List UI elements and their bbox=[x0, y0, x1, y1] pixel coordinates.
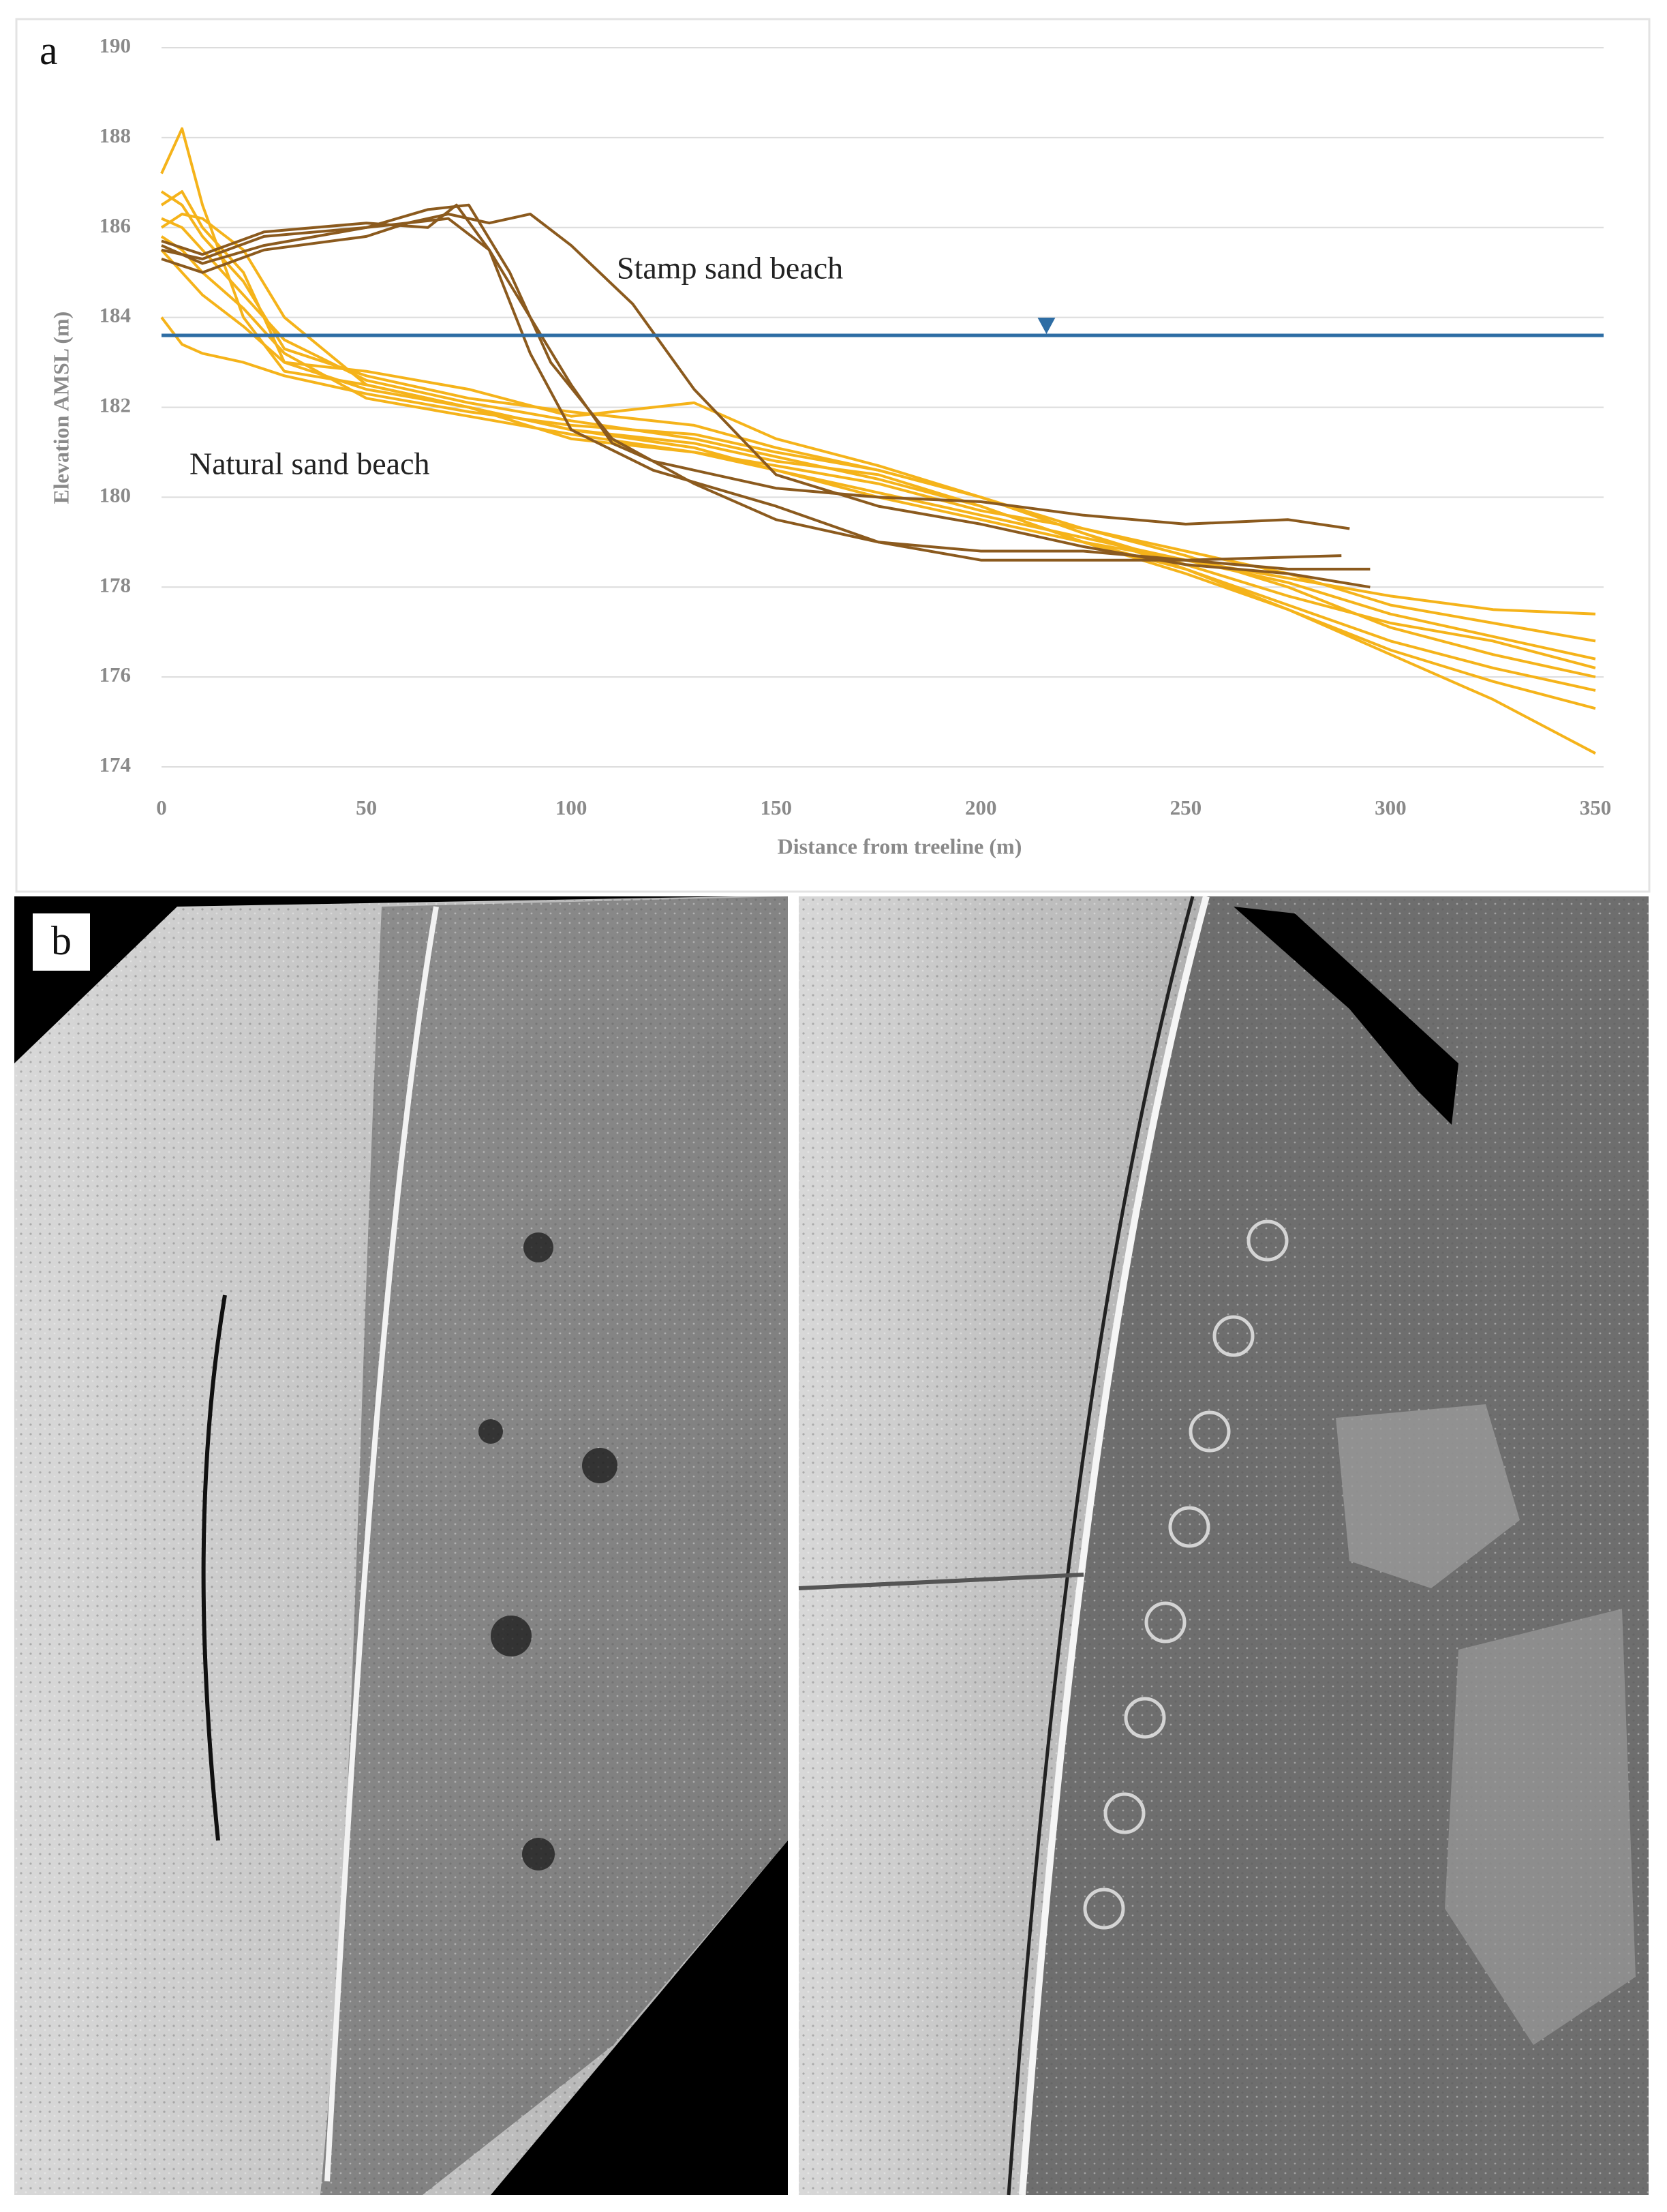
annotation: Stamp sand beach bbox=[617, 251, 843, 286]
x-tick-label: 250 bbox=[1170, 796, 1202, 819]
panel-label: a bbox=[40, 28, 58, 73]
profile-line bbox=[161, 203, 1342, 562]
y-tick-label: 190 bbox=[100, 33, 132, 57]
x-tick-label: 0 bbox=[156, 796, 167, 819]
profile-line bbox=[160, 249, 1596, 661]
x-axis-title: Distance from treeline (m) bbox=[778, 834, 1022, 858]
profile-line bbox=[160, 213, 1596, 616]
y-tick-label: 184 bbox=[100, 303, 132, 327]
y-axis-title: Elevation AMSL (m) bbox=[48, 312, 73, 504]
x-tick-label: 300 bbox=[1375, 796, 1407, 819]
x-tick-label: 150 bbox=[760, 796, 792, 819]
water-level-marker bbox=[1037, 318, 1056, 334]
x-tick-label: 350 bbox=[1580, 796, 1612, 819]
plot: 174 176 178 180 182 184 186 188 190 0 50 100 150 200 2… bbox=[100, 33, 1612, 819]
panel-label: b bbox=[51, 918, 72, 963]
y-tick-label: 180 bbox=[100, 483, 132, 506]
x-tick-label: 50 bbox=[356, 796, 377, 819]
y-tick-label: 182 bbox=[100, 393, 132, 417]
y-tick-label: 174 bbox=[100, 753, 132, 776]
x-tick-label: 200 bbox=[965, 796, 997, 819]
panel-a-frame bbox=[15, 18, 1651, 893]
y-tick-label: 186 bbox=[100, 213, 132, 237]
panel-label-box bbox=[33, 913, 90, 971]
profile-line bbox=[161, 217, 1596, 710]
annotation: Natural sand beach bbox=[189, 446, 430, 481]
y-tick-label: 188 bbox=[100, 123, 132, 147]
aerial-image-left bbox=[14, 896, 788, 2195]
profile-line bbox=[161, 217, 1350, 530]
profile-line bbox=[161, 203, 1371, 571]
profile-line bbox=[160, 190, 1596, 669]
profile-line bbox=[160, 316, 1596, 679]
profile-line bbox=[160, 190, 1596, 692]
y-tick-label: 176 bbox=[100, 663, 132, 686]
aerial-image-right bbox=[798, 895, 1649, 2196]
profile-line bbox=[161, 213, 1371, 589]
y-tick-label: 178 bbox=[100, 573, 132, 596]
x-tick-label: 100 bbox=[555, 796, 587, 819]
